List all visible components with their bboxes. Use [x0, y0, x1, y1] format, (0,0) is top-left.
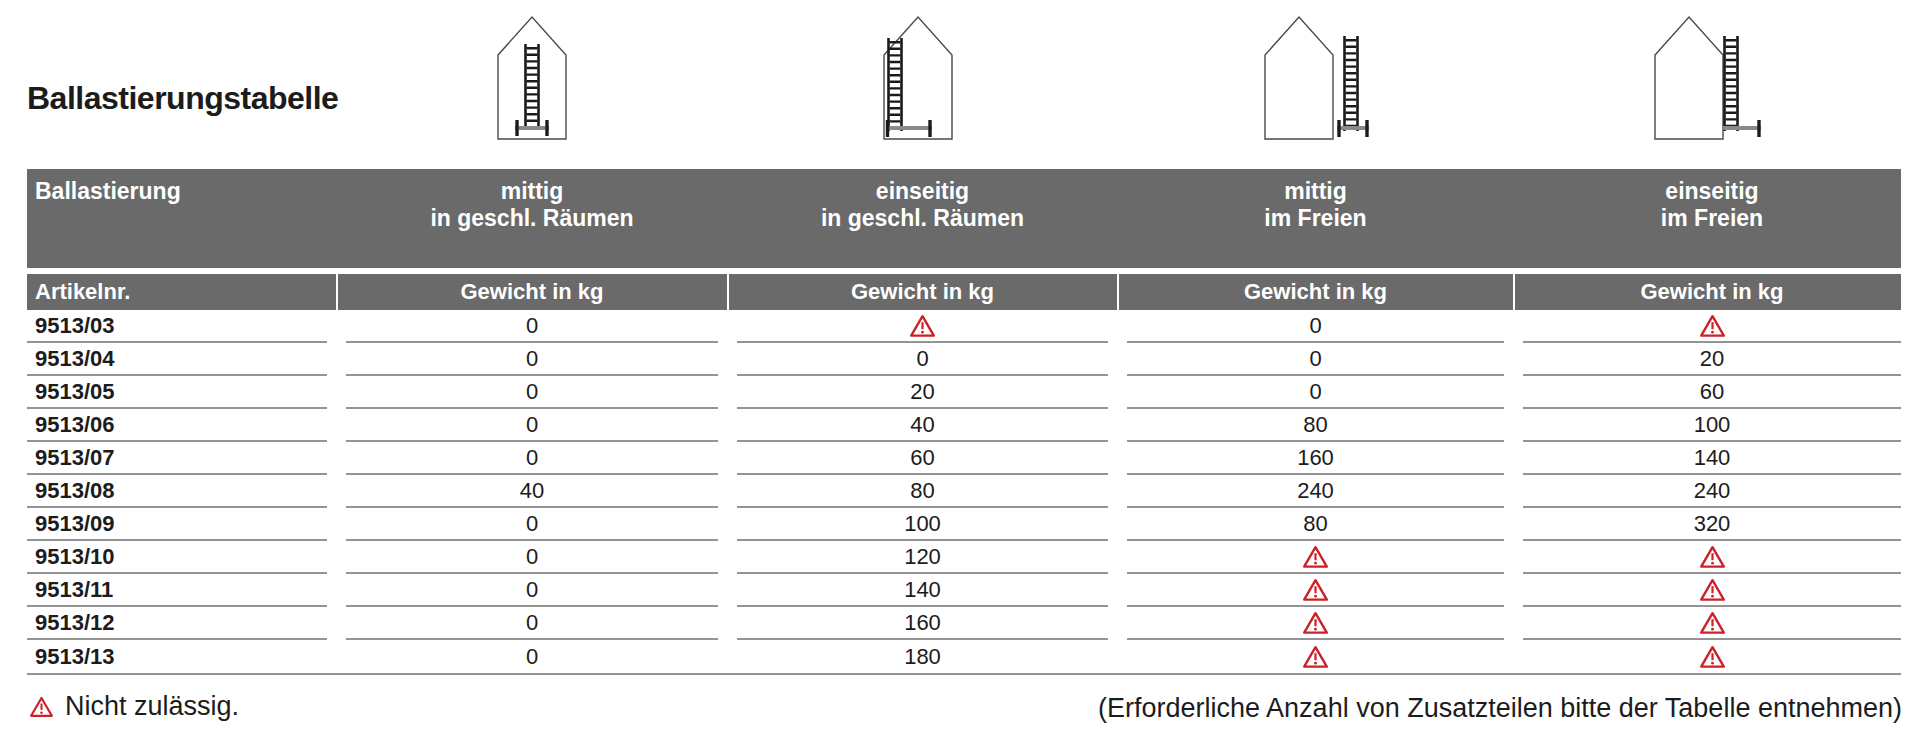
weight-value — [737, 310, 1108, 343]
header-gewicht-kg: Gewicht in kg — [1523, 274, 1901, 310]
weight-value: 180 — [737, 640, 1108, 673]
weight-value — [1127, 640, 1504, 673]
article-number: 9513/11 — [27, 574, 327, 607]
table-row: 9513/07 0 60 160 140 — [27, 442, 1901, 475]
warning-triangle-icon — [1699, 611, 1726, 635]
article-number: 9513/04 — [27, 343, 327, 376]
warning-triangle-icon — [29, 696, 54, 718]
weight-value: 0 — [346, 409, 718, 442]
weight-value: 0 — [346, 343, 718, 376]
weight-value — [1523, 310, 1901, 343]
header-gewicht-kg: Gewicht in kg — [1127, 274, 1504, 310]
article-number: 9513/10 — [27, 541, 327, 574]
ballasting-table: Ballastierung mittig in geschl. Räumen e… — [27, 169, 1901, 675]
weight-value: 80 — [1127, 409, 1504, 442]
legend-not-permitted: Nicht zulässig. — [29, 691, 239, 722]
warning-triangle-icon — [1699, 545, 1726, 569]
table-row: 9513/13 0 180 — [27, 640, 1901, 673]
header-einseitig-freien: einseitig im Freien — [1523, 169, 1901, 268]
weight-value: 40 — [346, 475, 718, 508]
warning-triangle-icon — [1302, 545, 1329, 569]
weight-value: 0 — [737, 343, 1108, 376]
table-row: 9513/11 0 140 — [27, 574, 1901, 607]
weight-value — [1127, 607, 1504, 640]
warning-triangle-icon — [1302, 645, 1329, 669]
table-header-main: Ballastierung mittig in geschl. Räumen e… — [27, 169, 1901, 268]
weight-value: 80 — [1127, 508, 1504, 541]
weight-value: 20 — [1523, 343, 1901, 376]
weight-value: 0 — [1127, 376, 1504, 409]
weight-value: 100 — [737, 508, 1108, 541]
table-row: 9513/05 0 20 0 60 — [27, 376, 1901, 409]
warning-triangle-icon — [1699, 645, 1726, 669]
weight-value — [1127, 574, 1504, 607]
house-ladder-center-indoor-icon — [494, 11, 570, 143]
weight-value — [1523, 640, 1901, 673]
table-body: 9513/03 0 0 9513/04 0 0 0 20 9513/05 0 2… — [27, 310, 1901, 675]
weight-value: 100 — [1523, 409, 1901, 442]
header-einseitig-geschl-raeume: einseitig in geschl. Räumen — [737, 169, 1108, 268]
table-row: 9513/04 0 0 0 20 — [27, 343, 1901, 376]
weight-value: 80 — [737, 475, 1108, 508]
table-row: 9513/09 0 100 80 320 — [27, 508, 1901, 541]
article-number: 9513/05 — [27, 376, 327, 409]
weight-value: 0 — [346, 442, 718, 475]
warning-triangle-icon — [1699, 314, 1726, 338]
header-mittig-geschl-raeume: mittig in geschl. Räumen — [346, 169, 718, 268]
weight-value: 0 — [1127, 310, 1504, 343]
table-row: 9513/03 0 0 — [27, 310, 1901, 343]
weight-value — [1127, 541, 1504, 574]
article-number: 9513/08 — [27, 475, 327, 508]
weight-value: 40 — [737, 409, 1108, 442]
table-row: 9513/12 0 160 — [27, 607, 1901, 640]
weight-value — [1523, 607, 1901, 640]
article-number: 9513/12 — [27, 607, 327, 640]
header-ballastierung: Ballastierung — [27, 169, 327, 268]
header-gewicht-kg: Gewicht in kg — [346, 274, 718, 310]
warning-triangle-icon — [1302, 611, 1329, 635]
weight-value — [1523, 574, 1901, 607]
article-number: 9513/06 — [27, 409, 327, 442]
article-number: 9513/09 — [27, 508, 327, 541]
weight-value: 320 — [1523, 508, 1901, 541]
table-row: 9513/08 40 80 240 240 — [27, 475, 1901, 508]
house-ladder-center-outdoor-icon — [1261, 11, 1375, 143]
weight-value: 140 — [737, 574, 1108, 607]
weight-value: 0 — [346, 574, 718, 607]
page-title: Ballastierungstabelle — [27, 80, 338, 117]
weight-value: 0 — [346, 310, 718, 343]
weight-value: 0 — [346, 376, 718, 409]
table-row: 9513/10 0 120 — [27, 541, 1901, 574]
weight-value: 240 — [1523, 475, 1901, 508]
weight-value: 0 — [346, 607, 718, 640]
weight-value: 60 — [1523, 376, 1901, 409]
house-ladder-side-outdoor-icon — [1651, 11, 1765, 143]
weight-value: 140 — [1523, 442, 1901, 475]
weight-value: 160 — [1127, 442, 1504, 475]
weight-value: 160 — [737, 607, 1108, 640]
warning-triangle-icon — [1699, 578, 1726, 602]
weight-value: 120 — [737, 541, 1108, 574]
header-mittig-freien: mittig im Freien — [1127, 169, 1504, 268]
article-number: 9513/03 — [27, 310, 327, 343]
weight-value: 0 — [346, 508, 718, 541]
article-number: 9513/13 — [27, 640, 327, 673]
warning-triangle-icon — [1302, 578, 1329, 602]
article-number: 9513/07 — [27, 442, 327, 475]
table-row: 9513/06 0 40 80 100 — [27, 409, 1901, 442]
header-gewicht-kg: Gewicht in kg — [737, 274, 1108, 310]
warning-triangle-icon — [909, 314, 936, 338]
weight-value: 0 — [346, 640, 718, 673]
weight-value: 240 — [1127, 475, 1504, 508]
weight-value — [1523, 541, 1901, 574]
legend-label: Nicht zulässig. — [65, 691, 239, 722]
weight-value: 60 — [737, 442, 1108, 475]
weight-value: 0 — [1127, 343, 1504, 376]
weight-value: 20 — [737, 376, 1108, 409]
table-header-sub: Artikelnr. Gewicht in kg Gewicht in kg G… — [27, 274, 1901, 310]
header-artikelnr: Artikelnr. — [27, 274, 327, 310]
footer-note: (Erforderliche Anzahl von Zusatzteilen b… — [1098, 693, 1902, 724]
weight-value: 0 — [346, 541, 718, 574]
house-ladder-side-indoor-icon — [879, 11, 963, 143]
